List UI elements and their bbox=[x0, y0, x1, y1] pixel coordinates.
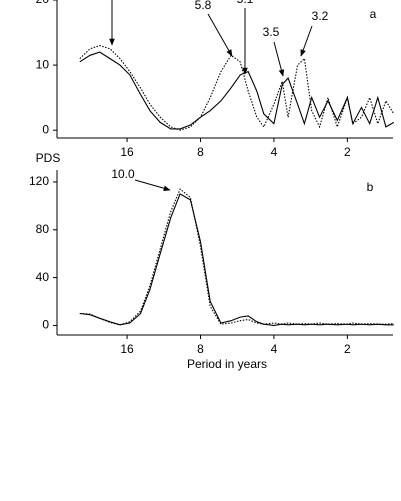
y-tick-label: 10 bbox=[36, 57, 50, 71]
y-tick-label: 0 bbox=[42, 318, 49, 332]
annotation-arrow bbox=[300, 25, 313, 57]
annotation: 10.0 bbox=[111, 167, 135, 181]
panel-label: a bbox=[370, 7, 377, 21]
annotation: 3.5 bbox=[263, 25, 280, 39]
y-axis-label: PDS bbox=[36, 151, 61, 165]
x-tick-label: 8 bbox=[197, 145, 204, 159]
series-line bbox=[79, 188, 394, 326]
x-tick-label: 4 bbox=[271, 342, 278, 356]
x-tick-label: 8 bbox=[197, 342, 204, 356]
series-line bbox=[79, 45, 395, 131]
y-tick-label: 0 bbox=[42, 122, 49, 136]
y-tick-label: 40 bbox=[36, 270, 50, 284]
x-tick-label: 2 bbox=[344, 342, 351, 356]
series-line bbox=[79, 51, 395, 130]
x-axis-label: Period in years bbox=[187, 357, 267, 371]
y-tick-label: 120 bbox=[29, 174, 49, 188]
x-tick-label: 2 bbox=[344, 145, 351, 159]
annotation-arrow bbox=[273, 41, 285, 77]
panel-label: b bbox=[367, 180, 374, 194]
annotation-arrow bbox=[134, 179, 171, 191]
x-tick-label: 16 bbox=[120, 342, 134, 356]
annotation: 5.8 bbox=[195, 0, 212, 12]
y-tick-label: 80 bbox=[36, 222, 50, 236]
annotation: 3.2 bbox=[312, 9, 329, 23]
x-tick-label: 16 bbox=[120, 145, 134, 159]
x-tick-label: 4 bbox=[271, 145, 278, 159]
annotation-arrow bbox=[207, 13, 233, 57]
series-line bbox=[79, 193, 394, 326]
y-tick-label: 20 bbox=[36, 0, 50, 6]
annotation: 5.1 bbox=[237, 0, 254, 6]
